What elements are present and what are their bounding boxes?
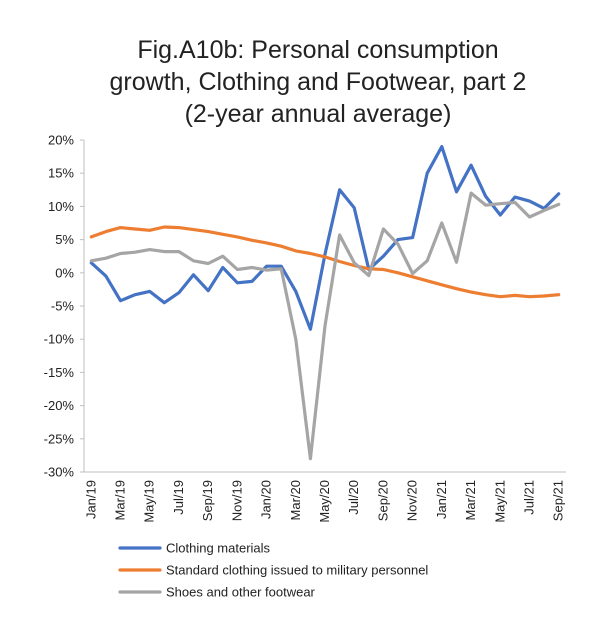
series-lines bbox=[89, 145, 561, 461]
chart-title: Fig.A10b: Personal consumption growth, C… bbox=[110, 36, 527, 128]
legend-label-3: Shoes and other footwear bbox=[166, 585, 316, 600]
x-tick-label: Jan/20 bbox=[259, 480, 274, 519]
legend: Clothing materials Standard clothing issu… bbox=[118, 541, 428, 600]
x-tick-label: May/19 bbox=[142, 480, 157, 523]
chart-title-line-1: Fig.A10b: Personal consumption bbox=[137, 36, 498, 64]
x-tick-label: Jul/20 bbox=[346, 480, 361, 515]
y-tick-label: -25% bbox=[44, 431, 75, 446]
x-tick-label: Sep/21 bbox=[551, 480, 566, 521]
x-axis-ticks: Jan/19 Mar/19 May/19 Jul/19 Sep/19 Nov/19 Jan/… bbox=[83, 480, 565, 523]
series-line-1 bbox=[89, 145, 561, 331]
y-tick-label: -20% bbox=[44, 398, 75, 413]
x-tick-label: Jul/21 bbox=[521, 480, 536, 515]
series-line-3 bbox=[89, 191, 561, 461]
x-tick-label: May/21 bbox=[492, 480, 507, 523]
y-axis-ticks: 20% 15% 10% 5% 0% -5% -10% -15% -20% -25% -30% bbox=[44, 133, 84, 480]
chart-title-line-2: growth, Clothing and Footwear, part 2 bbox=[110, 68, 527, 96]
x-tick-label: Sep/19 bbox=[200, 480, 215, 521]
series-line-2 bbox=[89, 225, 561, 299]
legend-label-1: Clothing materials bbox=[166, 541, 271, 556]
y-tick-label: 20% bbox=[48, 133, 74, 148]
y-tick-label: 10% bbox=[48, 199, 74, 214]
y-tick-label: -5% bbox=[51, 299, 75, 314]
x-tick-label: May/20 bbox=[317, 480, 332, 523]
legend-label-2: Standard clothing issued to military per… bbox=[166, 563, 428, 578]
y-tick-label: 0% bbox=[55, 265, 74, 280]
y-tick-label: 5% bbox=[55, 232, 74, 247]
x-tick-label: Mar/21 bbox=[463, 480, 478, 520]
x-tick-label: Jul/19 bbox=[171, 480, 186, 515]
x-tick-label: Nov/20 bbox=[405, 480, 420, 521]
y-tick-label: -30% bbox=[44, 465, 75, 480]
x-tick-label: Mar/19 bbox=[113, 480, 128, 520]
x-tick-label: Jan/21 bbox=[434, 480, 449, 519]
y-tick-label: -10% bbox=[44, 332, 75, 347]
x-tick-label: Jan/19 bbox=[83, 480, 98, 519]
x-tick-label: Nov/19 bbox=[229, 480, 244, 521]
chart-axes bbox=[83, 140, 566, 473]
x-tick-label: Sep/20 bbox=[375, 480, 390, 521]
y-tick-label: -15% bbox=[44, 365, 75, 380]
chart-title-line-3: (2-year annual average) bbox=[185, 100, 452, 128]
y-tick-label: 15% bbox=[48, 166, 74, 181]
x-tick-label: Mar/20 bbox=[288, 480, 303, 520]
